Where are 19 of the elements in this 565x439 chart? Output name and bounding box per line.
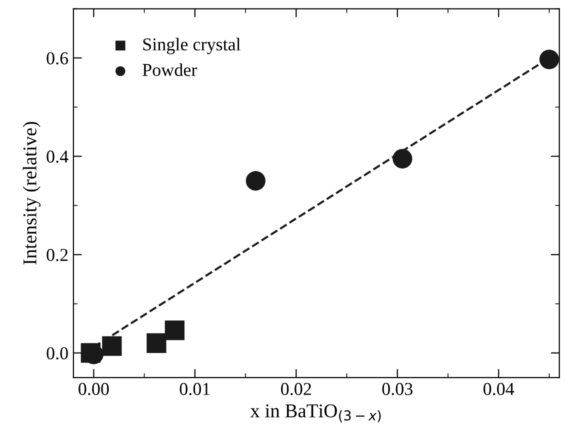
point bbox=[146, 333, 166, 353]
y-tick-label: 0.2 bbox=[46, 248, 68, 262]
point bbox=[246, 171, 266, 191]
legend-label: Powder bbox=[142, 63, 198, 76]
x-tick-label: 0.03 bbox=[382, 382, 412, 396]
x-axis-title: x in BaTiO$_{(3−x)}$ bbox=[250, 404, 381, 422]
point bbox=[164, 320, 184, 340]
y-tick-label: 0.0 bbox=[46, 347, 68, 360]
x-tick-label: 0.02 bbox=[281, 382, 311, 396]
point bbox=[539, 50, 560, 70]
y-tick-label: 0.4 bbox=[46, 150, 68, 163]
y-axis-title: Intensity (relative) bbox=[22, 122, 40, 265]
x-tick-label: 0.01 bbox=[180, 382, 210, 396]
legend-label: Single crystal bbox=[143, 38, 240, 54]
point bbox=[392, 148, 412, 169]
y-tick-label: 0.6 bbox=[46, 52, 68, 64]
x-tick-label: 0.04 bbox=[484, 382, 514, 396]
x-tick-label: 0.00 bbox=[78, 382, 109, 396]
point bbox=[102, 336, 122, 356]
